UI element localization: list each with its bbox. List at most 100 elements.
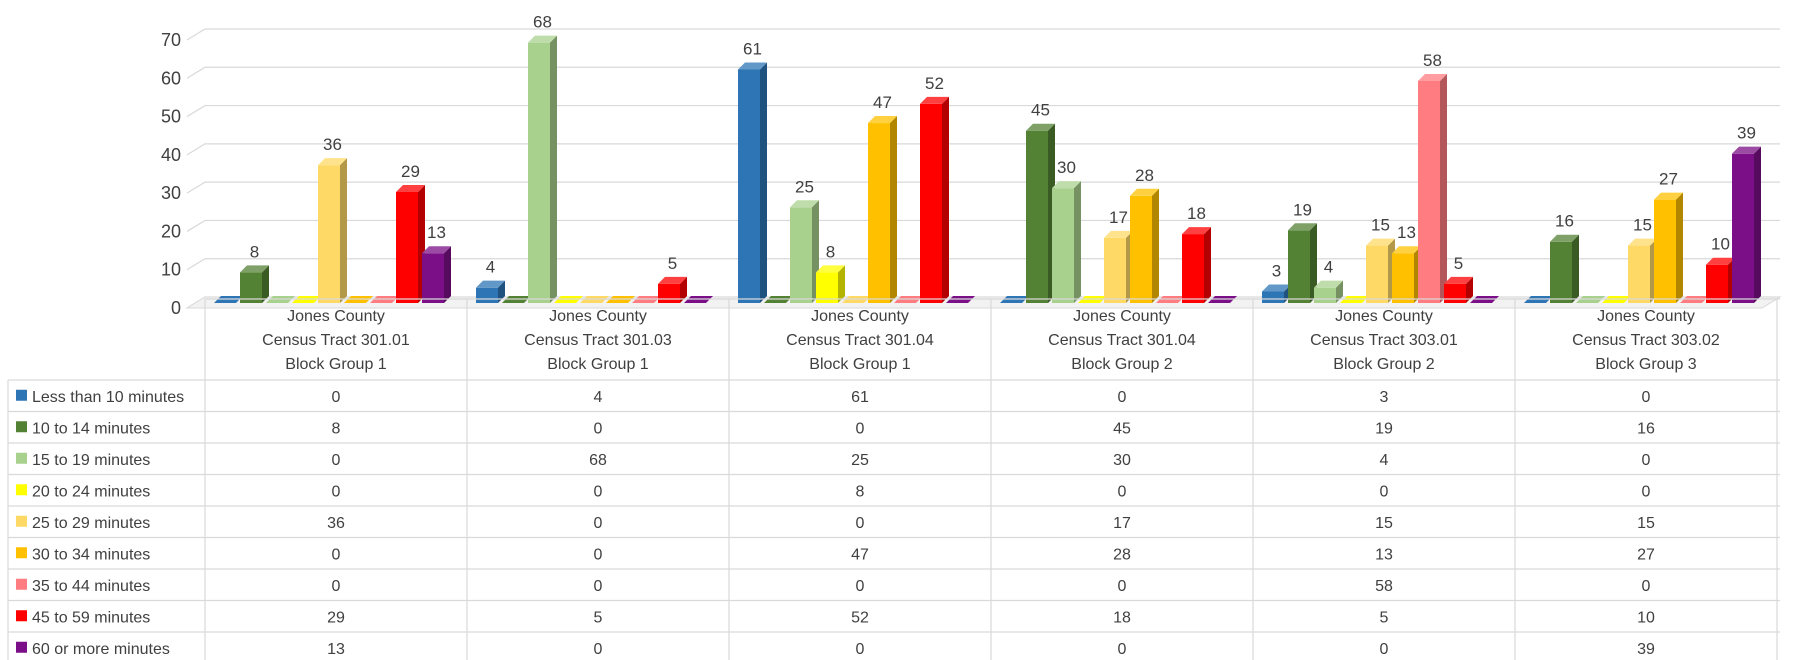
data-label: 15: [1371, 216, 1390, 235]
data-label: 15: [1633, 216, 1652, 235]
bar: [1654, 192, 1683, 303]
bar: [1262, 284, 1291, 303]
data-label: 30: [1057, 158, 1076, 177]
table-cell: 3: [1380, 389, 1389, 406]
category-label: Census Tract 301.01: [262, 332, 410, 349]
table-cell: 0: [332, 389, 341, 406]
category-label: Block Group 3: [1595, 356, 1696, 373]
data-label: 36: [323, 135, 342, 154]
table-cell: 4: [1380, 452, 1389, 469]
table-cell: 0: [1380, 483, 1389, 500]
table-cell: 28: [1113, 546, 1131, 563]
table-cell: 0: [1642, 483, 1651, 500]
bar: [790, 200, 819, 303]
category-label: Census Tract 303.01: [1310, 332, 1458, 349]
data-label: 17: [1109, 208, 1128, 227]
legend-label: 45 to 59 minutes: [32, 609, 150, 626]
data-label: 16: [1555, 212, 1574, 231]
data-label: 8: [826, 242, 835, 261]
category-label: Jones County: [1335, 308, 1433, 325]
table-cell: 19: [1375, 420, 1393, 437]
y-tick-label: 30: [161, 183, 181, 203]
legend-label: 30 to 34 minutes: [32, 546, 150, 563]
table-cell: 0: [1118, 389, 1127, 406]
table-cell: 0: [1118, 641, 1127, 658]
table-cell: 0: [856, 420, 865, 437]
category-label: Census Tract 301.04: [1048, 332, 1196, 349]
bar: [1628, 238, 1657, 303]
bar: [920, 96, 949, 304]
bar: [396, 184, 425, 303]
y-tick-label: 70: [161, 30, 181, 50]
table-cell: 17: [1113, 515, 1131, 532]
table-cell: 16: [1637, 420, 1655, 437]
bar: [318, 158, 347, 303]
data-labels: 8 36 29 13 4 68 5 61 25 8 47 52 45 30 17 28 18 3 19 4 15 13 58…: [250, 13, 1756, 281]
category-label: Jones County: [811, 308, 909, 325]
bar: [1550, 234, 1579, 303]
data-label: 3: [1272, 262, 1281, 281]
category-label: Census Tract 301.04: [786, 332, 934, 349]
data-label: 58: [1423, 51, 1442, 70]
table-cell: 0: [594, 546, 603, 563]
legend-label: 10 to 14 minutes: [32, 420, 150, 437]
table-cell: 25: [851, 452, 869, 469]
table-cell: 47: [851, 546, 869, 563]
data-label: 29: [401, 162, 420, 181]
bar: [1182, 227, 1211, 303]
table-cell: 61: [851, 389, 869, 406]
table-cell: 0: [1642, 452, 1651, 469]
gridlines: [186, 28, 1780, 309]
bar: [1288, 223, 1317, 303]
y-tick-label: 40: [161, 145, 181, 165]
table-cell: 0: [1380, 641, 1389, 658]
data-label: 10: [1711, 235, 1730, 254]
table-cell: 58: [1375, 578, 1393, 595]
bar: [1104, 230, 1133, 303]
table-cell: 8: [332, 420, 341, 437]
legend-label: 25 to 29 minutes: [32, 515, 150, 532]
gridline: [186, 181, 1780, 194]
table-cell: 36: [327, 515, 345, 532]
table-cell: 18: [1113, 609, 1131, 626]
legend-key: [16, 389, 27, 401]
data-label: 4: [486, 258, 495, 277]
data-label: 5: [1454, 254, 1463, 273]
data-label: 8: [250, 242, 259, 261]
data-label: 4: [1324, 258, 1333, 277]
table-cell: 29: [327, 609, 345, 626]
bar: [1706, 257, 1735, 303]
table-cell: 0: [1642, 578, 1651, 595]
legend-key: [16, 452, 27, 464]
table-cell: 45: [1113, 420, 1131, 437]
category-label: Block Group 2: [1071, 356, 1172, 373]
table-cell: 0: [594, 578, 603, 595]
gridline: [186, 219, 1780, 232]
table-cell: 0: [332, 452, 341, 469]
data-label: 18: [1187, 204, 1206, 223]
legend-key: [16, 484, 27, 496]
bar: [1444, 276, 1473, 303]
legend-key: [16, 610, 27, 622]
y-tick-label: 0: [171, 298, 181, 318]
table-cell: 68: [589, 452, 607, 469]
bar: [1130, 188, 1159, 303]
data-label: 45: [1031, 101, 1050, 120]
data-label: 68: [533, 13, 552, 32]
data-table: Jones County Census Tract 301.01 Block Gro…: [7, 298, 1780, 660]
table-cell: 0: [856, 578, 865, 595]
legend-label: 60 or more minutes: [32, 641, 170, 658]
legend-label: 15 to 19 minutes: [32, 452, 150, 469]
legend-key: [16, 641, 27, 653]
data-label: 13: [1397, 223, 1416, 242]
gridline: [186, 143, 1780, 156]
data-label: 19: [1293, 200, 1312, 219]
legend-key: [16, 515, 27, 527]
bar: [1366, 238, 1395, 303]
legend-label: 20 to 24 minutes: [32, 483, 150, 500]
category-label: Jones County: [1597, 308, 1695, 325]
category-label: Jones County: [1073, 308, 1171, 325]
table-cell: 5: [594, 609, 603, 626]
bar: [1732, 146, 1761, 303]
